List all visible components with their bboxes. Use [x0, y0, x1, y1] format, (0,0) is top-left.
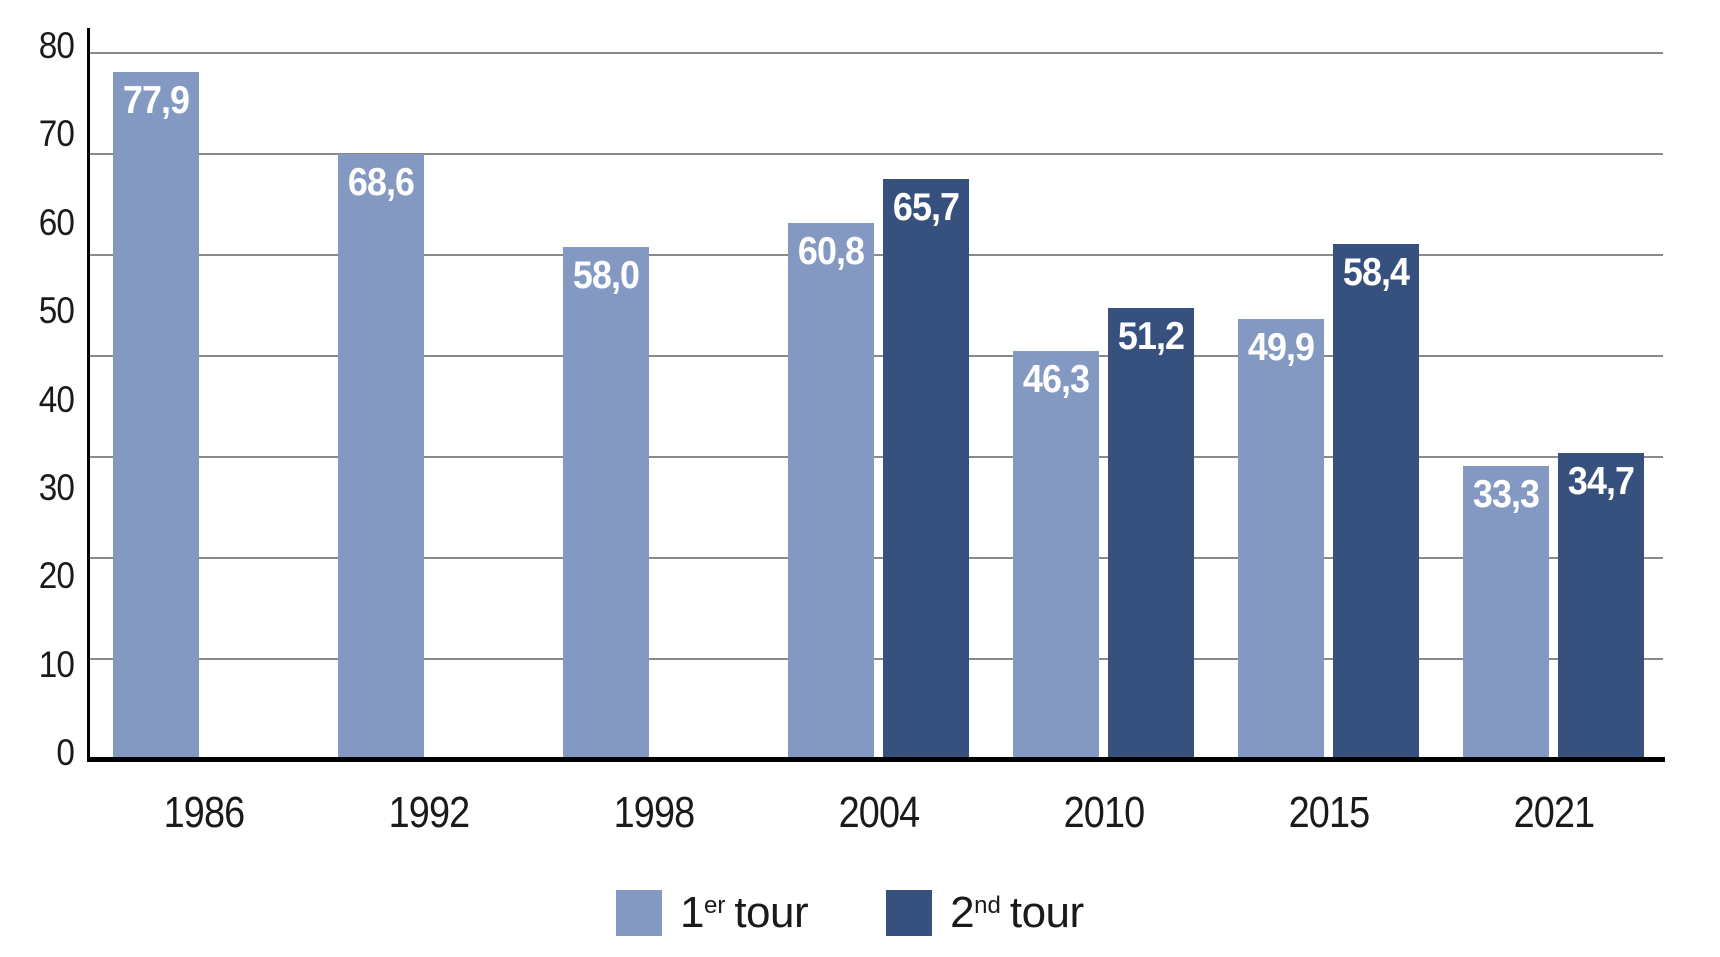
legend: 1er tour 2nd tour — [616, 889, 1084, 937]
bar-2nd-tour-2015: 58,4 — [1333, 244, 1419, 760]
x-tick-1986: 1986 — [163, 788, 246, 837]
gridline — [89, 355, 1663, 357]
gridline — [89, 456, 1663, 458]
gridline — [89, 52, 1663, 54]
bar-value-label: 58,0 — [572, 254, 640, 297]
legend-label-sup: er — [703, 892, 726, 919]
bar-1er-tour-2004: 60,8 — [788, 223, 874, 760]
legend-label-2nd-tour: 2nd tour — [950, 889, 1084, 937]
bar-value-label: 60,8 — [797, 230, 865, 273]
x-tick-1998: 1998 — [613, 788, 696, 837]
y-tick-10: 10 — [38, 644, 75, 685]
legend-label-rest: tour — [1009, 888, 1084, 937]
y-tick-70: 70 — [38, 113, 75, 154]
bar-value-label: 49,9 — [1247, 326, 1315, 369]
bar-2nd-tour-2021: 34,7 — [1558, 453, 1644, 760]
bar-value-label: 51,2 — [1117, 315, 1185, 358]
bar-1er-tour-2010: 46,3 — [1013, 351, 1099, 760]
x-tick-1992: 1992 — [388, 788, 471, 837]
bar-value-label: 33,3 — [1472, 473, 1540, 516]
y-tick-50: 50 — [38, 290, 75, 331]
bar-value-label: 46,3 — [1022, 358, 1090, 401]
legend-label-base: 2 — [950, 888, 975, 937]
bar-2nd-tour-2010: 51,2 — [1108, 308, 1194, 760]
gridline — [89, 557, 1663, 559]
bar-1er-tour-1992: 68,6 — [338, 154, 424, 760]
bar-value-label: 68,6 — [347, 161, 415, 204]
y-tick-30: 30 — [38, 467, 75, 508]
x-tick-2010: 2010 — [1063, 788, 1146, 837]
legend-swatch-2nd-tour — [886, 890, 933, 936]
gridline — [89, 153, 1663, 155]
legend-label-rest: tour — [734, 888, 809, 937]
bar-value-label: 77,9 — [122, 79, 190, 122]
y-axis-line — [87, 28, 90, 762]
bar-1er-tour-2015: 49,9 — [1238, 319, 1324, 760]
x-tick-2015: 2015 — [1288, 788, 1371, 837]
bar-1er-tour-1998: 58,0 — [563, 247, 649, 760]
x-tick-2021: 2021 — [1513, 788, 1596, 837]
gridline — [89, 254, 1663, 256]
y-tick-0: 0 — [56, 732, 75, 773]
y-tick-80: 80 — [38, 25, 75, 66]
legend-label-base: 1 — [680, 888, 704, 937]
x-axis-line — [87, 757, 1665, 762]
bar-value-label: 58,4 — [1342, 251, 1410, 294]
legend-label-sup: nd — [974, 892, 1001, 919]
y-tick-20: 20 — [38, 555, 75, 596]
y-tick-40: 40 — [38, 379, 75, 420]
gridline — [89, 658, 1663, 660]
bar-2nd-tour-2004: 65,7 — [883, 179, 969, 760]
bar-value-label: 65,7 — [892, 186, 960, 229]
x-tick-2004: 2004 — [838, 788, 921, 837]
y-tick-60: 60 — [38, 202, 75, 243]
bar-value-label: 34,7 — [1567, 460, 1635, 503]
legend-label-1er-tour: 1er tour — [680, 888, 809, 937]
bar-1er-tour-2021: 33,3 — [1463, 466, 1549, 760]
legend-swatch-1er-tour — [616, 890, 662, 936]
bar-1er-tour-1986: 77,9 — [113, 72, 199, 760]
